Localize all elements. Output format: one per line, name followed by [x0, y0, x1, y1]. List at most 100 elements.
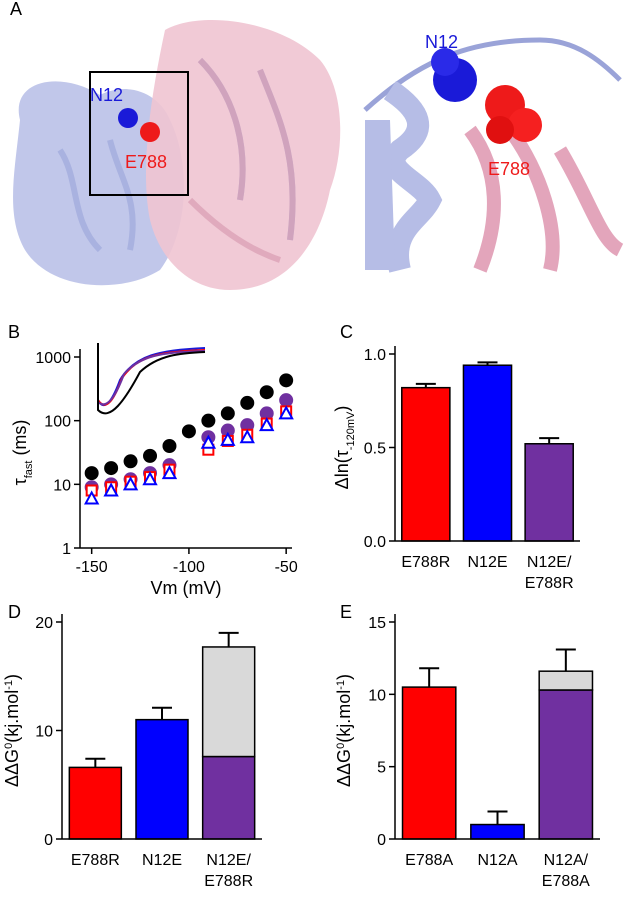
- point: [259, 417, 275, 432]
- point: [220, 431, 236, 446]
- y-axis-label-part: ΔΔG: [334, 749, 354, 787]
- y-axis-label: τfast (ms): [10, 420, 35, 486]
- y-axis-label-part: -1: [3, 680, 15, 690]
- point: [142, 471, 158, 486]
- bar: [401, 386, 451, 542]
- inset-traces: [97, 343, 206, 415]
- bar: [462, 364, 513, 542]
- y-axis-label-part: 0: [3, 743, 15, 749]
- y-tick-label: 1000: [35, 350, 71, 367]
- structure-right: [363, 25, 624, 273]
- y-axis-label-part: -120mV: [345, 411, 357, 450]
- y-tick-label: 100: [44, 414, 71, 431]
- point: [279, 373, 294, 388]
- y-tick-label: 10: [35, 724, 53, 741]
- x-tick-label-line: N12E/: [206, 852, 251, 869]
- stack-bar: [201, 646, 256, 758]
- x-tick-label: E788A: [405, 852, 453, 869]
- y-tick-label: 0: [44, 832, 53, 849]
- x-tick-label-line: E788A: [542, 873, 590, 890]
- point: [122, 476, 139, 491]
- x-tick-label-line: E788A: [405, 852, 453, 869]
- x-tick-label: N12E/E788R: [204, 852, 253, 890]
- x-tick-label-line: E788R: [204, 873, 253, 890]
- y-axis-label-part: -1: [335, 680, 347, 690]
- x-tick-label-line: N12A: [477, 852, 517, 869]
- point: [123, 454, 138, 469]
- x-tick-label-line: E788R: [71, 852, 120, 869]
- point: [84, 466, 99, 481]
- bar: [68, 766, 123, 840]
- y-axis-label: Δln(τ-120mV): [332, 406, 357, 490]
- y-axis-label: ΔΔG0(kj.mol-1): [2, 674, 22, 787]
- bar: [135, 718, 189, 840]
- x-axis-label: Vm (mV): [151, 578, 222, 598]
- panel-label: D: [8, 602, 21, 622]
- residue-label: E788: [125, 152, 167, 172]
- x-tick-label: -50: [275, 559, 298, 576]
- y-axis-label-part: (kj.mol: [2, 690, 22, 743]
- y-tick-label: 0.5: [364, 441, 386, 458]
- y-axis-label-part: (kj.mol: [334, 690, 354, 743]
- point: [239, 429, 255, 444]
- x-tick-label: N12A: [477, 852, 517, 869]
- y-axis-label: ΔΔG0(kj.mol-1): [334, 674, 354, 787]
- x-tick-label: N12E/E788R: [525, 554, 574, 592]
- stack-bar: [538, 670, 594, 691]
- y-axis-label-part: ): [2, 674, 22, 680]
- bar: [201, 755, 256, 840]
- point: [103, 482, 119, 497]
- residue-label: E788: [488, 159, 530, 179]
- point: [143, 448, 158, 463]
- x-tick-label-line: E788R: [401, 554, 450, 571]
- y-tick-label: 1.0: [364, 347, 386, 364]
- point: [240, 395, 255, 410]
- panel-label: B: [8, 322, 20, 342]
- bar: [538, 689, 594, 840]
- y-axis-label-part: τ: [10, 478, 30, 485]
- y-tick-label: 10: [368, 687, 386, 704]
- y-tick-label: 1: [62, 541, 71, 558]
- point: [83, 490, 100, 505]
- x-tick-label-line: N12E: [142, 852, 182, 869]
- y-axis-label-part: (ms): [10, 420, 30, 461]
- residue-label: N12: [425, 32, 458, 52]
- point: [181, 424, 196, 439]
- x-tick-label: N12E: [142, 852, 182, 869]
- bar: [524, 443, 574, 542]
- x-tick-label: -150: [76, 559, 108, 576]
- panel-label: C: [340, 322, 353, 342]
- y-axis-label-part: 0: [335, 743, 347, 749]
- x-tick-label-line: N12E: [467, 554, 507, 571]
- y-tick-label: 10: [53, 477, 71, 494]
- point: [161, 465, 178, 480]
- point: [104, 461, 119, 476]
- y-axis-label-part: Δln(τ: [332, 450, 352, 489]
- y-axis-label-part: ): [334, 674, 354, 680]
- panel-label: A: [10, 0, 22, 19]
- y-axis-label-part: ): [332, 406, 352, 412]
- x-tick-label: E788R: [401, 554, 450, 571]
- point: [200, 434, 217, 449]
- y-axis-label-part: ΔΔG: [2, 749, 22, 787]
- panel-label: E: [340, 602, 352, 622]
- y-tick-label: 5: [377, 760, 386, 777]
- x-tick-label-line: E788R: [525, 575, 574, 592]
- y-tick-label: 15: [368, 615, 386, 632]
- x-tick-label: N12A/E788A: [542, 852, 590, 890]
- y-tick-label: 0.0: [364, 534, 386, 551]
- x-tick-label: -100: [173, 559, 205, 576]
- point: [201, 413, 216, 428]
- x-tick-label: E788R: [71, 852, 120, 869]
- x-axis-label-part: Vm (mV): [151, 578, 222, 598]
- y-axis-label-part: fast: [23, 461, 35, 479]
- point: [220, 406, 235, 421]
- bar: [470, 823, 525, 840]
- point: [162, 439, 177, 454]
- bar: [401, 686, 457, 840]
- x-tick-label-line: N12E/: [527, 554, 572, 571]
- point: [279, 393, 294, 408]
- structure-left: [13, 20, 341, 290]
- y-tick-label: 0: [377, 832, 386, 849]
